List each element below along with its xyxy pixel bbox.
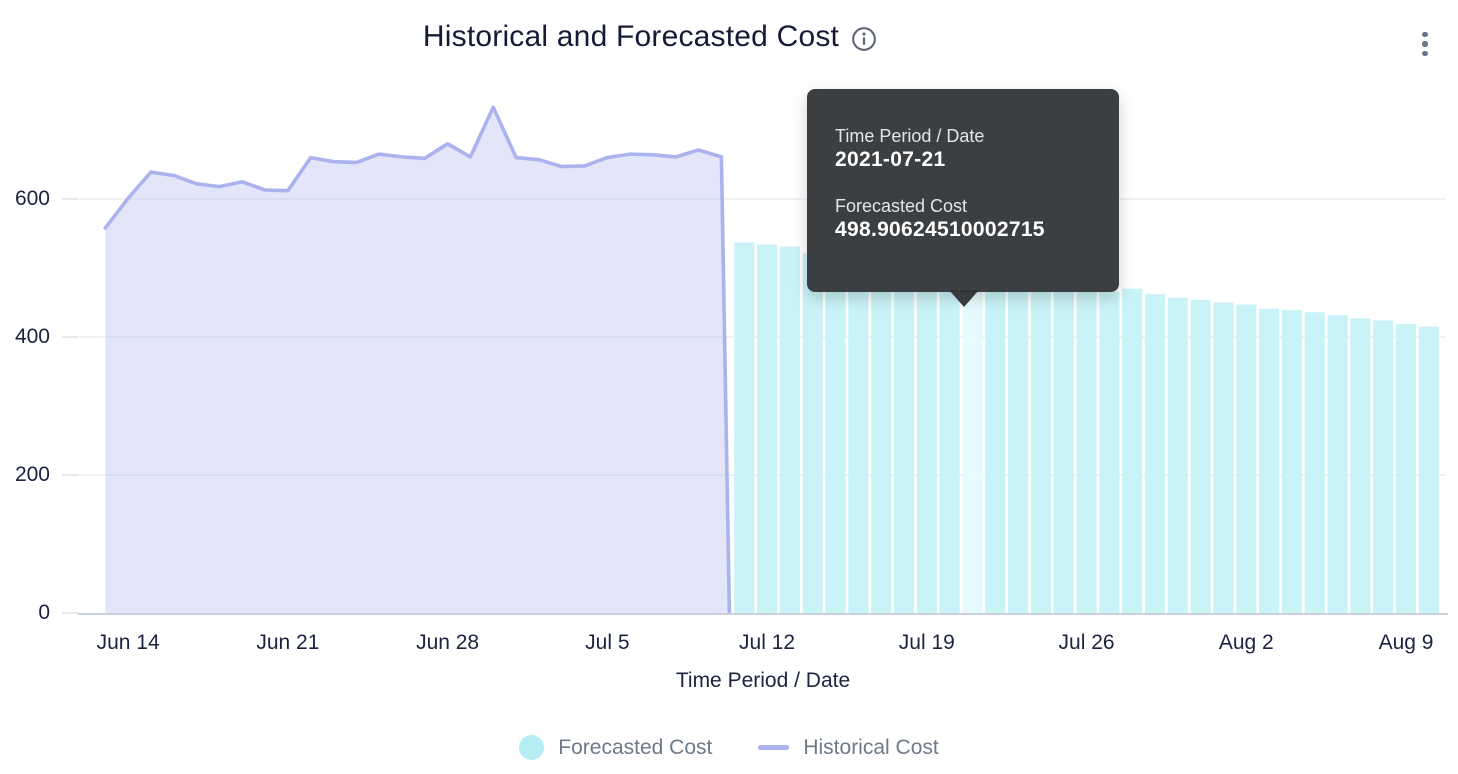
tooltip-date-group: Time Period / Date 2021-07-21 — [835, 125, 1091, 173]
tooltip-date-label: Time Period / Date — [835, 126, 985, 146]
page-title: Historical and Forecasted Cost — [422, 20, 840, 53]
forecast-bar-2021-08-06[interactable] — [1327, 314, 1348, 613]
forecast-bar-2021-08-03[interactable] — [1259, 308, 1280, 613]
forecast-bar-2021-08-04[interactable] — [1281, 310, 1302, 613]
tooltip-series-label: Forecasted Cost — [835, 196, 968, 216]
chart-legend: Forecasted Cost Historical Cost — [0, 735, 1458, 760]
forecast-bar-2021-08-01[interactable] — [1213, 302, 1234, 614]
forecast-bar-2021-07-11[interactable] — [734, 242, 755, 614]
x-tick-label-2021-06-21: Jun 21 — [256, 631, 320, 654]
forecast-bar-2021-08-02[interactable] — [1236, 304, 1257, 613]
forecast-bars — [734, 242, 1439, 614]
forecast-bar-2021-08-09[interactable] — [1395, 323, 1417, 613]
tooltip-caret — [949, 290, 979, 307]
forecast-bar-2021-07-30[interactable] — [1167, 297, 1188, 613]
forecast-bar-2021-07-23[interactable] — [1008, 274, 1029, 613]
x-tick-label-2021-06-28: Jun 28 — [416, 631, 480, 654]
chart-tooltip: Time Period / Date 2021-07-21 Forecasted… — [807, 89, 1119, 292]
tooltip-series-value: 498.90624510002715 — [835, 218, 1045, 241]
forecast-bar-2021-07-14[interactable] — [802, 253, 823, 614]
historical-line — [103, 105, 732, 615]
x-tick-label-2021-08-09: Aug 9 — [1378, 631, 1434, 654]
forecast-bar-2021-07-25[interactable] — [1053, 279, 1074, 613]
forecast-bar-2021-07-20[interactable] — [939, 268, 960, 613]
legend-label-historical: Historical Cost — [803, 735, 939, 759]
legend-item-historical[interactable]: Historical Cost — [758, 735, 939, 760]
historical-area — [105, 107, 730, 613]
forecast-bar-2021-08-10[interactable] — [1418, 326, 1439, 613]
historical-swatch-icon — [758, 745, 790, 750]
tooltip-date-value: 2021-07-21 — [835, 148, 946, 171]
x-tick-label-2021-07-05: Jul 5 — [585, 631, 630, 654]
tooltip-series-group: Forecasted Cost 498.90624510002715 — [835, 195, 1091, 243]
forecast-bar-2021-07-21[interactable] — [962, 268, 983, 613]
forecast-bar-2021-07-19[interactable] — [916, 267, 937, 613]
forecasted-swatch-icon — [519, 735, 545, 760]
legend-label-forecasted: Forecasted Cost — [558, 735, 713, 759]
forecast-bar-2021-07-29[interactable] — [1144, 294, 1166, 613]
x-tick-label-2021-07-26: Jul 26 — [1058, 631, 1115, 654]
forecast-bar-2021-07-24[interactable] — [1030, 277, 1051, 613]
forecast-bar-2021-07-12[interactable] — [757, 244, 778, 614]
x-tick-label-2021-07-19: Jul 19 — [898, 631, 955, 654]
forecast-bar-2021-07-15[interactable] — [825, 258, 846, 613]
forecast-bar-2021-07-18[interactable] — [893, 265, 915, 613]
forecast-bar-2021-07-31[interactable] — [1190, 299, 1211, 613]
x-tick-label-2021-06-14: Jun 14 — [96, 631, 160, 654]
forecast-bar-2021-07-13[interactable] — [779, 246, 800, 613]
forecast-bar-2021-08-07[interactable] — [1350, 318, 1371, 613]
forecast-bar-2021-07-26[interactable] — [1076, 283, 1097, 613]
legend-item-forecasted[interactable]: Forecasted Cost — [519, 735, 712, 760]
x-axis-title: Time Period / Date — [675, 669, 851, 692]
chart-header: Historical and Forecasted Cost — [0, 20, 1458, 54]
forecast-bar-2021-07-22[interactable] — [985, 272, 1006, 613]
forecast-bar-2021-07-17[interactable] — [871, 263, 892, 613]
forecast-bar-2021-07-28[interactable] — [1122, 288, 1143, 613]
forecast-bar-2021-07-27[interactable] — [1099, 292, 1120, 613]
info-icon[interactable] — [851, 26, 877, 52]
forecast-bar-2021-08-05[interactable] — [1304, 312, 1325, 613]
forecast-bar-2021-07-16[interactable] — [848, 261, 869, 613]
kebab-menu-icon[interactable] — [1416, 26, 1434, 62]
cost-chart — [62, 105, 1448, 615]
x-tick-label-2021-08-02: Aug 2 — [1218, 631, 1274, 654]
forecast-bar-2021-08-08[interactable] — [1373, 320, 1394, 613]
x-tick-label-2021-07-12: Jul 12 — [739, 631, 796, 654]
